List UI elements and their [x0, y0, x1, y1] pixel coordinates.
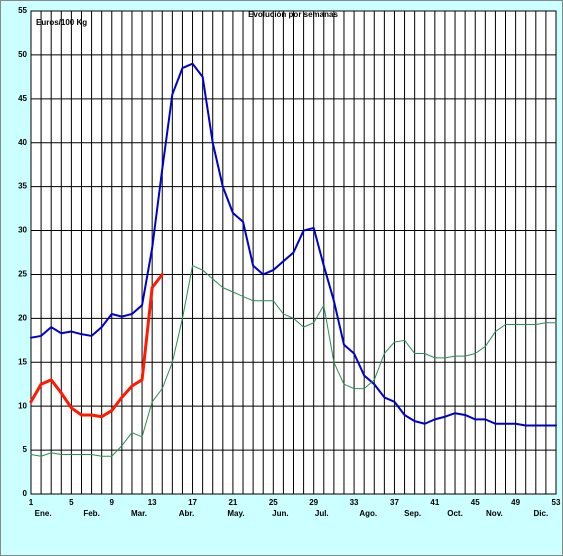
x-tick-label: 1: [29, 498, 34, 507]
y-tick-label: 45: [18, 94, 27, 103]
y-tick-label: 10: [18, 401, 27, 410]
x-tick-label: 9: [110, 498, 115, 507]
series-line: [30, 62, 557, 427]
x-tick-label: 33: [350, 498, 359, 507]
x-tick-label: 25: [269, 498, 278, 507]
y-tick-label: 5: [23, 445, 28, 454]
y-tick-label: 25: [18, 270, 27, 279]
month-label: Jun.: [272, 509, 288, 518]
month-label: Ene.: [35, 509, 52, 518]
month-label: Sep.: [404, 509, 421, 518]
month-label: Oct.: [447, 509, 463, 518]
y-tick-label: 20: [18, 313, 27, 322]
x-tick-label: 5: [69, 498, 74, 507]
month-label: Mar.: [131, 509, 147, 518]
month-label: Ago.: [359, 509, 377, 518]
x-tick-label: 49: [511, 498, 520, 507]
x-tick-label: 53: [552, 498, 561, 507]
month-label: May.: [227, 509, 244, 518]
x-tick-label: 29: [309, 498, 318, 507]
month-label: Abr.: [179, 509, 195, 518]
y-tick-label: 15: [18, 357, 27, 366]
x-tick-label: 13: [148, 498, 157, 507]
x-tick-label: 45: [471, 498, 480, 507]
month-label: Nov.: [486, 509, 503, 518]
y-tick-label: 50: [18, 50, 27, 59]
y-tick-label: 40: [18, 138, 27, 147]
y-tick-label: 0: [23, 489, 28, 498]
x-tick-label: 41: [430, 498, 439, 507]
y-tick-label: 30: [18, 226, 27, 235]
month-label: Jul.: [315, 509, 329, 518]
x-tick-label: 37: [390, 498, 399, 507]
x-tick-label: 17: [188, 498, 197, 507]
series-line: [29, 272, 164, 419]
y-tick-label: 35: [18, 182, 27, 191]
y-tick-label: 55: [18, 6, 27, 15]
x-tick-label: 21: [228, 498, 237, 507]
series-line: [30, 265, 557, 457]
month-label: Dic.: [534, 509, 549, 518]
month-label: Feb.: [83, 509, 99, 518]
